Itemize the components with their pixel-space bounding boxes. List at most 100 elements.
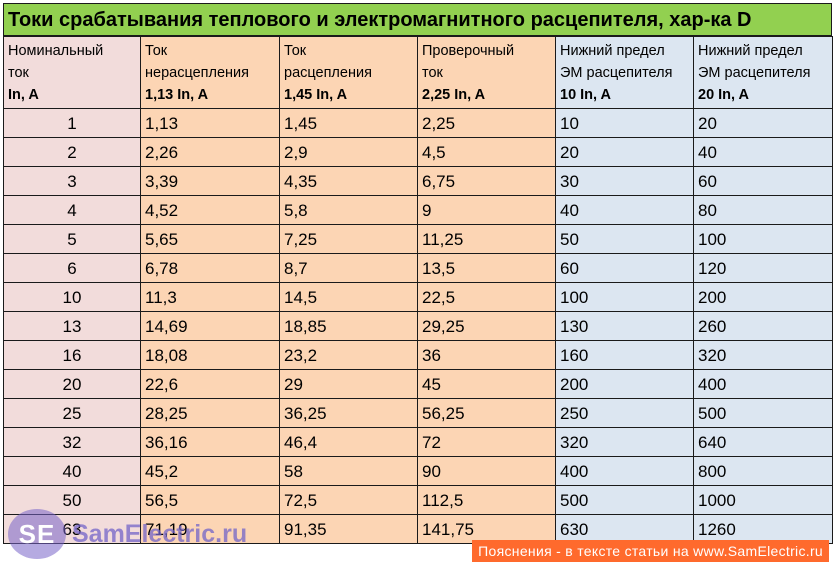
logo-icon: SE <box>8 509 66 559</box>
logo-text: SE <box>18 518 56 549</box>
header-row: Номинальный ток In, A Ток нерасцепления … <box>3 36 833 109</box>
table-cell: 400 <box>555 456 694 486</box>
table-cell: 100 <box>693 224 833 254</box>
table-cell: 3,39 <box>140 166 280 196</box>
table-cell: 30 <box>555 166 694 196</box>
table-row: 5 5,65 7,25 11,25 50 100 <box>3 224 833 254</box>
table-cell: 50 <box>555 224 694 254</box>
table-cell: 22,5 <box>417 282 556 312</box>
header-line: ЭМ расцепителя <box>698 65 811 81</box>
table-row: 10 11,3 14,5 22,5 100 200 <box>3 282 833 312</box>
table-cell: 20 <box>3 369 141 399</box>
table-row: 4 4,52 5,8 9 40 80 <box>3 195 833 225</box>
table-cell: 200 <box>555 369 694 399</box>
table-cell: 40 <box>555 195 694 225</box>
table-cell: 10 <box>555 108 694 138</box>
table-cell: 2,25 <box>417 108 556 138</box>
table-cell: 29,25 <box>417 311 556 341</box>
table-cell: 22,6 <box>140 369 280 399</box>
current-table: Номинальный ток In, A Ток нерасцепления … <box>3 36 833 544</box>
table-title: Токи срабатывания теплового и электромаг… <box>3 3 832 36</box>
table-cell: 13 <box>3 311 141 341</box>
table-row: 63 71,19 91,35 141,75 630 1260 <box>3 514 833 544</box>
table-row: 6 6,78 8,7 13,5 60 120 <box>3 253 833 283</box>
header-nominal-current: Номинальный ток In, A <box>3 36 141 109</box>
table-cell: 32 <box>3 427 141 457</box>
table-row: 25 28,25 36,25 56,25 250 500 <box>3 398 833 428</box>
table-cell: 1,45 <box>279 108 418 138</box>
table-cell: 640 <box>693 427 833 457</box>
table-cell: 100 <box>555 282 694 312</box>
table-cell: 141,75 <box>417 514 556 544</box>
table-cell: 18,08 <box>140 340 280 370</box>
table-cell: 1,13 <box>140 108 280 138</box>
table-cell: 36 <box>417 340 556 370</box>
table-cell: 91,35 <box>279 514 418 544</box>
footer-note: Пояснения - в тексте статьи на www.SamEl… <box>472 540 829 562</box>
header-em-lower-limit-10: Нижний предел ЭМ расцепителя 10 In, A <box>555 36 694 109</box>
header-line: Проверочный <box>422 43 515 59</box>
table-cell: 36,25 <box>279 398 418 428</box>
watermark-site-name: SamElectric.ru <box>72 519 248 548</box>
table-cell: 250 <box>555 398 694 428</box>
table-cell: 11,25 <box>417 224 556 254</box>
table-cell: 60 <box>693 166 833 196</box>
table-cell: 71,19 <box>140 514 280 544</box>
header-unit: In, A <box>8 87 39 103</box>
table-cell: 6,78 <box>140 253 280 283</box>
table-cell: 8,7 <box>279 253 418 283</box>
table-cell: 11,3 <box>140 282 280 312</box>
site-watermark: SE SamElectric.ru <box>8 507 247 561</box>
table-cell: 5,8 <box>279 195 418 225</box>
header-em-lower-limit-20: Нижний предел ЭМ расцепителя 20 In, A <box>693 36 833 109</box>
header-line: Ток <box>145 43 168 59</box>
table-cell: 4,52 <box>140 195 280 225</box>
table-cell: 46,4 <box>279 427 418 457</box>
table-cell: 60 <box>555 253 694 283</box>
table-cell: 2,9 <box>279 137 418 167</box>
table-cell: 16 <box>3 340 141 370</box>
table-cell: 320 <box>693 340 833 370</box>
header-line: Нижний предел <box>698 43 803 59</box>
table-cell: 400 <box>693 369 833 399</box>
table-cell: 40 <box>3 456 141 486</box>
table-cell: 40 <box>693 137 833 167</box>
header-line: нерасцепления <box>145 65 249 81</box>
header-line: Номинальный <box>8 43 104 59</box>
table-cell: 112,5 <box>417 485 556 515</box>
header-line: ток <box>422 65 443 81</box>
table-cell: 500 <box>693 398 833 428</box>
header-unit: 1,45 In, A <box>284 87 348 103</box>
header-unit: 20 In, A <box>698 87 750 103</box>
table-cell: 4 <box>3 195 141 225</box>
table-cell: 72,5 <box>279 485 418 515</box>
table-row: 3 3,39 4,35 6,75 30 60 <box>3 166 833 196</box>
table-cell: 200 <box>693 282 833 312</box>
table-row: 32 36,16 46,4 72 320 640 <box>3 427 833 457</box>
table-cell: 28,25 <box>140 398 280 428</box>
table-cell: 20 <box>555 137 694 167</box>
table-cell: 2,26 <box>140 137 280 167</box>
table-cell: 20 <box>693 108 833 138</box>
table-cell: 1000 <box>693 485 833 515</box>
header-non-trip-current: Ток нерасцепления 1,13 In, A <box>140 36 280 109</box>
table-cell: 1 <box>3 108 141 138</box>
table-cell: 45 <box>417 369 556 399</box>
header-line: Ток <box>284 43 307 59</box>
header-unit: 1,13 In, A <box>145 87 209 103</box>
table-cell: 130 <box>555 311 694 341</box>
header-unit: 10 In, A <box>560 87 612 103</box>
table-cell: 3 <box>3 166 141 196</box>
table-cell: 25 <box>3 398 141 428</box>
table-cell: 45,2 <box>140 456 280 486</box>
table-cell: 2 <box>3 137 141 167</box>
table-cell: 5,65 <box>140 224 280 254</box>
table-row: 2 2,26 2,9 4,5 20 40 <box>3 137 833 167</box>
table-cell: 4,35 <box>279 166 418 196</box>
table-cell: 14,5 <box>279 282 418 312</box>
table-cell: 120 <box>693 253 833 283</box>
table-cell: 5 <box>3 224 141 254</box>
table-cell: 56,25 <box>417 398 556 428</box>
header-unit: 2,25 In, A <box>422 87 486 103</box>
table-cell: 14,69 <box>140 311 280 341</box>
